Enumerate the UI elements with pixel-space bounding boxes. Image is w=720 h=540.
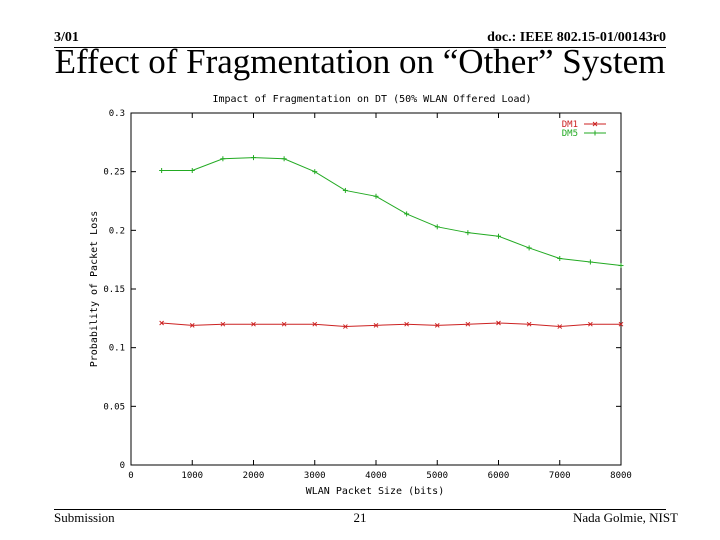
data-point — [434, 323, 440, 328]
header-doc-id: doc.: IEEE 802.15-01/00143r0 — [487, 30, 666, 45]
data-point — [618, 263, 624, 269]
x-tick-label: 2000 — [243, 471, 265, 481]
slide-title: Effect of Fragmentation on “Other” Syste… — [54, 42, 666, 81]
data-point — [281, 156, 287, 162]
legend-label-dm1: DM1 — [562, 120, 578, 130]
x-tick-label: 6000 — [488, 471, 510, 481]
data-point — [557, 255, 563, 261]
header-date: 3/01 — [54, 30, 79, 45]
x-tick-label: 0 — [128, 471, 133, 481]
data-point — [373, 193, 379, 199]
data-point — [220, 321, 226, 327]
data-point — [312, 321, 318, 327]
data-point — [496, 320, 501, 326]
y-tick-label: 0.25 — [103, 168, 125, 178]
series-line-dm5 — [161, 157, 622, 267]
data-point — [404, 211, 410, 217]
y-tick-label: 0.15 — [103, 285, 125, 295]
legend-label-dm5: DM5 — [562, 129, 578, 139]
y-tick-label: 0.1 — [109, 344, 125, 354]
footer-rule — [54, 509, 666, 510]
y-tick-label: 0.05 — [103, 402, 125, 412]
footer-submission: Submission — [54, 510, 115, 525]
x-tick-label: 3000 — [304, 471, 326, 481]
y-tick-label: 0.3 — [109, 109, 125, 119]
data-point — [465, 321, 471, 327]
data-point — [343, 324, 348, 329]
x-axis-label: WLAN Packet Size (bits) — [306, 486, 444, 497]
data-point — [159, 167, 165, 173]
data-point — [312, 169, 318, 175]
x-tick-label: 4000 — [365, 471, 387, 481]
footer-page-number: 21 — [353, 510, 367, 525]
data-point — [281, 321, 287, 327]
y-tick-label: 0.2 — [109, 226, 125, 236]
y-axis-label: Probability of Packet Loss — [89, 211, 100, 368]
data-point — [526, 321, 532, 327]
data-point — [404, 321, 409, 327]
data-point — [373, 323, 379, 328]
data-point — [526, 245, 532, 251]
footer-author: Nada Golmie, NIST — [572, 510, 678, 525]
x-tick-label: 8000 — [610, 471, 632, 481]
x-tick-label: 7000 — [549, 471, 571, 481]
data-point — [220, 156, 226, 162]
data-point — [587, 259, 593, 265]
data-point — [557, 324, 563, 329]
x-tick-label: 5000 — [426, 471, 448, 481]
x-tick-label: 1000 — [181, 471, 203, 481]
series-line-dm1 — [161, 322, 621, 328]
data-point — [618, 321, 624, 327]
data-point — [588, 321, 593, 327]
data-point — [465, 230, 471, 236]
data-point — [189, 323, 195, 328]
chart-title: Impact of Fragmentation on DT (50% WLAN … — [212, 94, 531, 105]
y-tick-label: 0 — [120, 461, 125, 471]
data-point — [251, 155, 256, 161]
data-point — [434, 224, 440, 230]
data-point — [251, 321, 256, 327]
data-point — [159, 320, 164, 326]
data-point — [496, 233, 501, 239]
header-rule — [54, 47, 666, 48]
data-point — [342, 187, 348, 193]
data-point — [189, 167, 195, 173]
